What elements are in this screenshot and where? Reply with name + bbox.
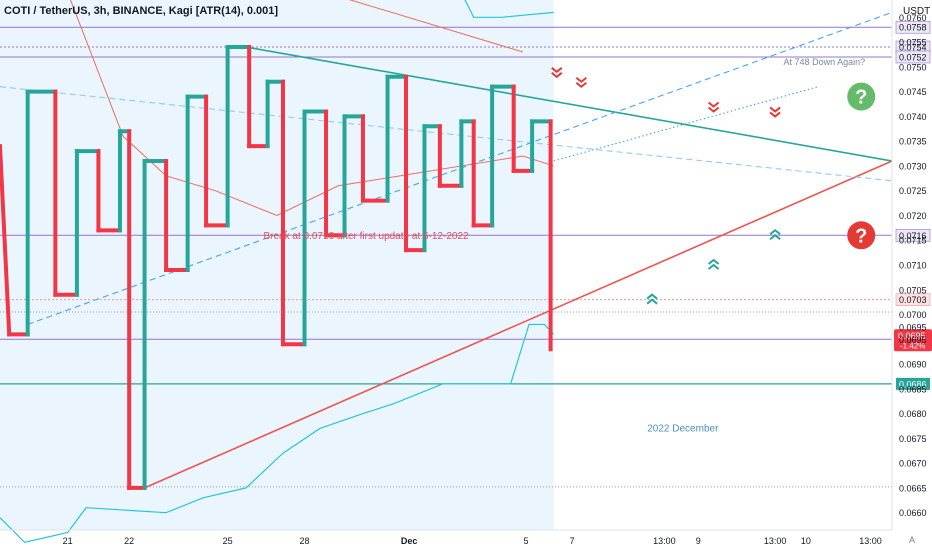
price-tick-label: 0.0715 xyxy=(899,236,927,246)
time-tick-label: Dec xyxy=(401,536,418,546)
level-label-bg xyxy=(895,20,931,34)
period-annotation: 2022 December xyxy=(647,423,719,434)
level-label: 0.0752 xyxy=(899,52,927,62)
time-tick-label: 25 xyxy=(223,536,233,546)
level-label: 0.0686 xyxy=(899,379,927,389)
price-tick-label: 0.0700 xyxy=(899,310,927,320)
question-icon-glyph: ? xyxy=(855,87,867,109)
price-tick-label: 0.0720 xyxy=(899,211,927,221)
price-tick-label: 0.0740 xyxy=(899,112,927,122)
indicator-line-red-top-2 xyxy=(348,0,524,53)
history-background xyxy=(0,0,554,530)
time-tick-label: 7 xyxy=(570,536,575,546)
up-signal-icon xyxy=(707,263,720,270)
price-tick-label: 0.0710 xyxy=(899,261,927,271)
auto-scale-label[interactable]: A xyxy=(909,535,915,545)
price-tick-label: 0.0680 xyxy=(899,409,927,419)
down-signal-icon xyxy=(551,67,563,74)
indicator-line-cyan-top xyxy=(464,0,554,18)
chart-title: COTI / TetherUS, 3h, BINANCE, Kagi [ATR(… xyxy=(4,5,278,17)
level-label: 0.0716 xyxy=(899,231,927,241)
time-tick-label: 10 xyxy=(801,536,811,546)
price-tick-label: 0.0665 xyxy=(899,483,927,493)
price-tick-label: 0.0750 xyxy=(899,62,927,72)
level-label: 0.0703 xyxy=(899,295,927,305)
level-label-bg xyxy=(896,377,930,390)
break-annotation: Break at 0.0716 after first update at 6-… xyxy=(263,231,469,242)
trend-line[interactable] xyxy=(27,11,893,325)
indicator-line-red-top xyxy=(69,0,124,137)
time-tick-label: 13:00 xyxy=(764,536,787,546)
time-axis[interactable]: 21 22 25 28 Dec 5 7 13:00 9 13:00 10 13:00 xyxy=(0,529,892,546)
up-signal-icon xyxy=(769,233,781,241)
currency-label: USDT xyxy=(903,6,930,17)
up-signal-icon xyxy=(707,258,720,265)
price-tick-label: 0.0755 xyxy=(899,38,927,48)
question-icon xyxy=(847,221,876,250)
time-tick-label: 22 xyxy=(124,536,134,546)
level-label-bg xyxy=(895,228,931,242)
question-icon-glyph: ? xyxy=(855,225,867,247)
trend-line[interactable] xyxy=(144,160,893,489)
level-label: 0.0758 xyxy=(899,23,927,33)
price-tick-label: 0.0690 xyxy=(899,360,927,370)
time-tick-label: 9 xyxy=(696,536,701,546)
down-signal-icon xyxy=(769,106,781,113)
price-axis[interactable]: 0.0760 0.0755 0.0750 0.0745 0.0740 0.0735 0.07… xyxy=(891,0,927,530)
down-signal-icon xyxy=(551,72,563,79)
auto-scale-button[interactable]: A xyxy=(909,535,915,545)
price-tick-label: 0.0730 xyxy=(899,161,927,171)
down-signal-icon xyxy=(707,101,720,108)
last-price-change: -1.42% xyxy=(900,341,925,350)
up-signal-icon xyxy=(646,298,658,305)
price-tick-label: 0.0705 xyxy=(899,285,927,295)
price-tick-label: 0.0735 xyxy=(899,137,927,147)
level-label: 0.0754 xyxy=(899,43,927,53)
time-tick-label: 28 xyxy=(300,536,310,546)
price-tick-label: 0.0745 xyxy=(899,87,927,97)
price-tick-label: 0.0695 xyxy=(899,322,927,332)
level-label-bg xyxy=(895,50,931,64)
trend-line[interactable] xyxy=(553,86,819,162)
price-tick-label: 0.0760 xyxy=(899,13,927,23)
indicator-line-cyan xyxy=(0,323,555,544)
down-signal-icon xyxy=(575,76,587,84)
price-tick-label: 0.0725 xyxy=(899,186,927,196)
time-tick-label: 5 xyxy=(523,536,528,546)
question-icon xyxy=(847,82,876,111)
time-tick-label: 13:00 xyxy=(653,536,676,546)
trend-line[interactable] xyxy=(245,46,893,162)
time-tick-label: 13:00 xyxy=(859,536,882,546)
indicator-line-red xyxy=(122,135,554,217)
price-tick-label: 0.0695 xyxy=(899,335,927,345)
price-tick-label: 0.0670 xyxy=(899,459,927,469)
down-again-annotation: At 748 Down Again? xyxy=(784,57,866,67)
last-price-badge xyxy=(894,329,932,352)
time-tick-label: 21 xyxy=(63,536,73,546)
last-price-value: 0.0695 xyxy=(898,331,926,341)
kagi-segment xyxy=(0,144,12,337)
level-label-bg xyxy=(895,293,931,306)
up-signal-icon xyxy=(769,228,781,236)
down-signal-icon xyxy=(707,106,720,113)
up-signal-icon xyxy=(646,293,658,300)
price-tick-label: 0.0685 xyxy=(899,384,927,394)
price-tick-label: 0.0675 xyxy=(899,434,927,444)
down-signal-icon xyxy=(575,81,587,89)
price-tick-label: 0.0660 xyxy=(899,508,927,518)
down-signal-icon xyxy=(769,111,781,118)
